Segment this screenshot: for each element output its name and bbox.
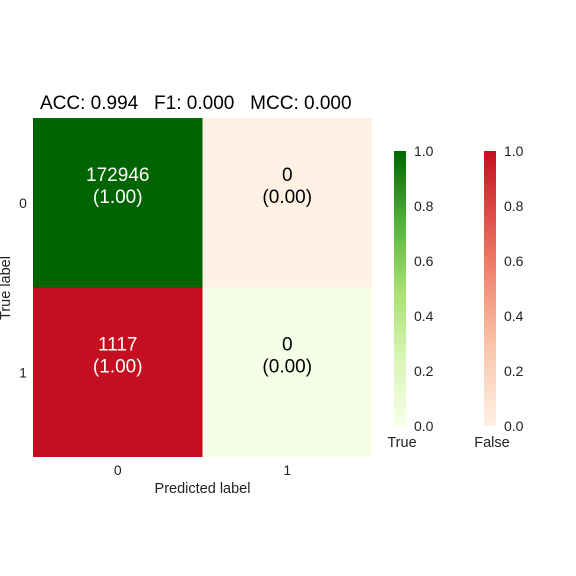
heatmap-cell-0-0: [33, 118, 203, 288]
colorbar-tick-label: 0.0: [414, 418, 434, 434]
cell-fraction-1-0: (1.00): [93, 357, 143, 378]
chart-title: ACC: 0.994 F1: 0.000 MCC: 0.000: [40, 93, 352, 114]
heatmap-cell-1-0: [33, 287, 203, 457]
cell-count-1-0: 1117: [98, 335, 137, 356]
x-axis-label: Predicted label: [155, 481, 251, 497]
colorbar-label: False: [474, 435, 509, 451]
cell-fraction-0-0: (1.00): [93, 187, 143, 208]
y-axis-label: True label: [0, 256, 14, 320]
cell-fraction-1-1: (0.00): [262, 357, 312, 378]
cell-count-0-0: 172946: [86, 165, 149, 186]
cell-fraction-0-1: (0.00): [262, 187, 312, 208]
y-tick-label: 1: [19, 364, 27, 380]
colorbar-tick-label: 0.0: [504, 418, 524, 434]
colorbar-tick-label: 0.6: [414, 253, 434, 269]
colorbar-tick-label: 0.4: [504, 308, 524, 324]
colorbar-tick-label: 0.8: [414, 198, 434, 214]
heatmap-cell-0-1: [202, 118, 372, 288]
colorbar-tick-label: 0.4: [414, 308, 434, 324]
x-tick-label: 0: [114, 462, 122, 478]
colorbar-tick-label: 0.2: [504, 363, 524, 379]
colorbar-true: [394, 151, 406, 426]
colorbar-tick-label: 1.0: [504, 143, 524, 159]
colorbar-tick-label: 0.2: [414, 363, 434, 379]
colorbar-tick-label: 1.0: [414, 143, 434, 159]
heatmap-cell-1-1: [202, 287, 372, 457]
colorbar-tick-label: 0.8: [504, 198, 524, 214]
x-tick-label: 1: [283, 462, 291, 478]
colorbar-false: [484, 151, 496, 426]
y-tick-label: 0: [19, 195, 27, 211]
colorbar-label: True: [387, 435, 416, 451]
cell-count-1-1: 0: [282, 335, 293, 356]
cell-count-0-1: 0: [282, 165, 293, 186]
colorbar-tick-label: 0.6: [504, 253, 524, 269]
